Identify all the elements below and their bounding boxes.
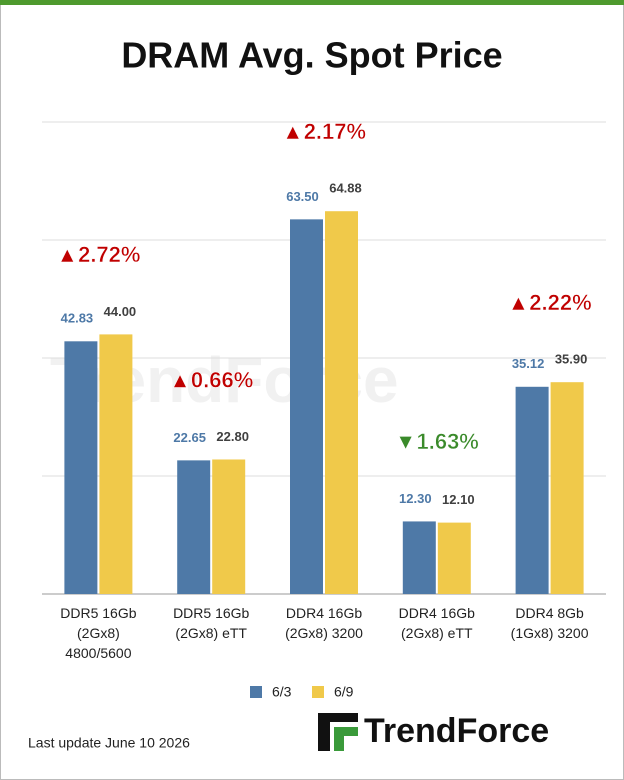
footer: Last update June 10 2026 (28, 735, 190, 751)
change-annotation: ▲0.66% (169, 367, 253, 392)
bar (325, 211, 358, 594)
logo: TrendForce (364, 712, 549, 750)
value-label: 22.65 (173, 430, 206, 445)
x-tick-label: DDR5 16Gb (2Gx8) eTT (173, 605, 249, 641)
value-label: 12.30 (399, 491, 432, 506)
legend-swatch (250, 686, 262, 698)
change-annotation: ▲2.17% (282, 119, 366, 144)
value-label: 64.88 (329, 181, 362, 196)
bar (515, 386, 549, 594)
value-label: 44.00 (104, 304, 137, 319)
value-label: 42.83 (61, 311, 94, 326)
bar (437, 522, 471, 594)
x-tick-label: DDR5 16Gb (2Gx8) 4800/5600 (60, 605, 136, 661)
x-tick-label: DDR4 16Gb (2Gx8) eTT (399, 605, 475, 641)
value-label: 35.12 (512, 356, 545, 371)
change-annotation: ▲2.22% (508, 290, 592, 315)
legend-swatch (312, 686, 324, 698)
change-annotation: ▲2.72% (56, 242, 140, 267)
change-annotation: ▼1.63% (395, 429, 479, 454)
x-tick-label: DDR4 16Gb (2Gx8) 3200 (285, 605, 363, 641)
bar (290, 219, 323, 594)
value-label: 35.90 (555, 352, 588, 367)
value-label: 12.10 (442, 492, 475, 507)
legend-label: 6/3 (272, 684, 292, 700)
legend-label: 6/9 (334, 684, 354, 700)
chart-title: DRAM Avg. Spot Price (121, 35, 502, 76)
bar (212, 459, 246, 594)
bar (550, 382, 584, 594)
x-tick-label: DDR4 8Gb (1Gx8) 3200 (511, 605, 589, 641)
value-label: 22.80 (216, 429, 249, 444)
bar (99, 334, 133, 594)
bar (64, 341, 98, 594)
top-bar (0, 0, 624, 5)
bar (177, 460, 211, 594)
value-label: 63.50 (286, 189, 319, 204)
bar (402, 521, 436, 594)
logo-icon (318, 713, 358, 751)
